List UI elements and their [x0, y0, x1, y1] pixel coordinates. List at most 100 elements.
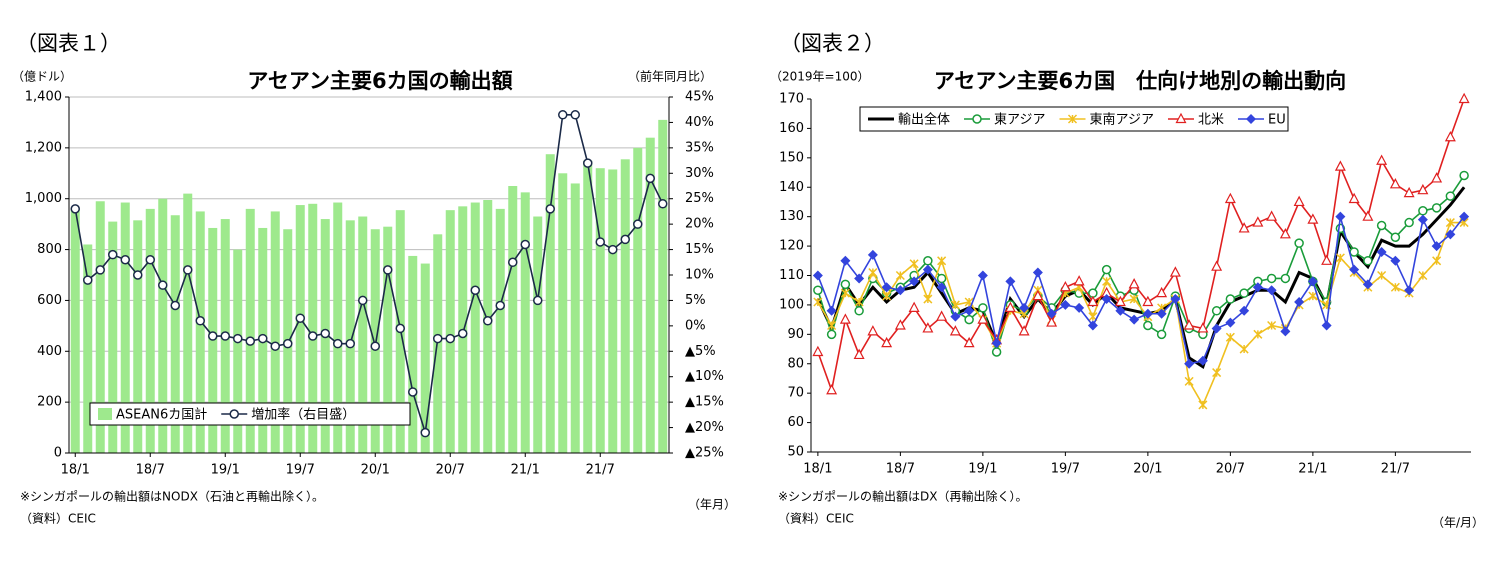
point [1390, 255, 1401, 266]
point [533, 295, 543, 306]
point [1101, 294, 1112, 305]
point [1349, 247, 1359, 257]
bar [70, 208, 80, 453]
point [1376, 154, 1388, 165]
point [445, 333, 455, 344]
point [950, 300, 960, 310]
point [1115, 305, 1126, 316]
y-tick-label: 150 [779, 150, 804, 165]
x-tick-label: 21/7 [586, 463, 615, 478]
point [867, 249, 878, 260]
point [923, 256, 933, 266]
bar [345, 220, 355, 453]
line [817, 98, 1465, 394]
point [220, 331, 230, 341]
point [558, 110, 568, 120]
y2-tick-label: ▲10% [685, 369, 724, 384]
point [1239, 288, 1249, 298]
point [854, 297, 864, 307]
point [229, 409, 239, 419]
point [1183, 319, 1195, 330]
point [826, 305, 837, 316]
point [1362, 279, 1373, 290]
x-tick-label: 20/1 [361, 463, 390, 478]
point [1308, 291, 1318, 301]
y-tick-label: 1,000 [25, 191, 62, 206]
legend-label: 東アジア [994, 112, 1045, 128]
point [936, 273, 947, 284]
bar [470, 202, 480, 453]
point [1128, 278, 1140, 289]
point [83, 275, 93, 285]
point [483, 316, 493, 326]
point [1224, 192, 1236, 204]
bar [295, 205, 305, 453]
point [1335, 211, 1346, 222]
legend-label: 北米 [1198, 113, 1224, 128]
point [195, 316, 205, 326]
point [583, 158, 593, 168]
point [570, 110, 580, 120]
point [1197, 355, 1208, 366]
point [1225, 317, 1236, 328]
point [1087, 295, 1099, 307]
point [1294, 238, 1304, 248]
y-tick-label: 600 [37, 293, 62, 308]
point [333, 338, 343, 349]
y-tick-label: 100 [779, 297, 804, 312]
point [1073, 275, 1085, 286]
note: ※シンガポールの輸出額はNODX（石油と再輸出除く）。 [20, 489, 324, 504]
point [1142, 308, 1153, 319]
y-tick-label: 60 [787, 415, 804, 430]
point [620, 234, 630, 245]
chart-title: アセアン主要6カ国 仕向け地別の輸出動向 [934, 69, 1346, 93]
point [1431, 172, 1443, 183]
y-tick-label: 400 [37, 344, 62, 359]
point [972, 114, 982, 124]
point [95, 265, 105, 275]
point [1212, 368, 1222, 378]
point [258, 333, 268, 344]
point [812, 270, 823, 281]
point [867, 325, 879, 336]
y2-tick-label: ▲25% [685, 446, 724, 461]
point [1156, 286, 1168, 298]
legend-label: 輸出全体 [898, 112, 950, 128]
bar [308, 203, 318, 453]
bar [383, 226, 393, 453]
point [840, 288, 850, 298]
point [1417, 214, 1428, 225]
x-tick-label: 20/1 [1133, 462, 1162, 477]
bar [420, 263, 430, 453]
x-tick-label: 21/1 [511, 463, 540, 478]
y-axis-label: （2019年=100） [770, 70, 870, 84]
point [170, 300, 180, 311]
point [245, 336, 255, 346]
y2-tick-label: ▲20% [685, 420, 724, 435]
point [1377, 270, 1387, 281]
y-tick-label: 1,200 [25, 140, 62, 155]
point [208, 331, 218, 341]
point [978, 303, 988, 313]
point [1018, 325, 1030, 336]
y-tick-label: 140 [779, 180, 804, 195]
y-tick-label: 800 [37, 242, 62, 257]
point [70, 204, 80, 214]
point [1114, 295, 1126, 307]
point [909, 276, 920, 287]
bar [233, 249, 243, 453]
point [645, 173, 655, 184]
y-tick-label: 120 [779, 239, 804, 254]
point [545, 204, 555, 214]
x-tick-label: 18/7 [136, 463, 165, 478]
point [1267, 320, 1277, 331]
point [937, 256, 947, 266]
point [1417, 183, 1429, 195]
point [963, 336, 975, 348]
point [1432, 256, 1442, 266]
y2-axis-label: （前年同月比） [628, 69, 712, 84]
bar [595, 168, 605, 453]
y-tick-label: 90 [787, 327, 804, 342]
bar [370, 229, 380, 453]
bar [633, 147, 643, 453]
